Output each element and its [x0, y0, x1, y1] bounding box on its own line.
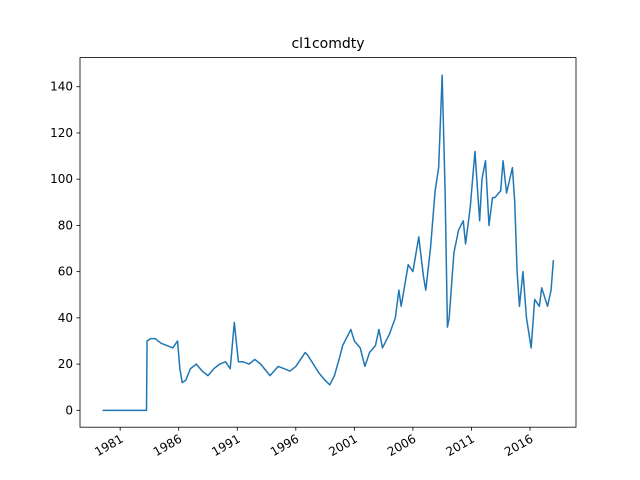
y-tick-label: 40	[58, 311, 73, 325]
x-tick-label: 2001	[326, 432, 359, 459]
x-tick-label: 1991	[209, 432, 242, 459]
x-tick-label: 2011	[443, 432, 476, 459]
series-line	[102, 74, 555, 412]
y-tick-label: 120	[50, 126, 73, 140]
x-tick-label: 1981	[92, 432, 125, 459]
y-tick-label: 0	[65, 403, 73, 417]
y-tick-label: 80	[58, 218, 73, 232]
x-tick-label: 2006	[385, 432, 418, 459]
x-tick-label: 2016	[502, 432, 535, 459]
y-tick-label: 60	[58, 265, 73, 279]
y-tick-label: 100	[50, 172, 73, 186]
plot-frame	[79, 57, 577, 428]
y-tick-label: 20	[58, 357, 73, 371]
x-tick-label: 1986	[151, 432, 184, 459]
chart-title: cl1comdty	[291, 36, 364, 52]
x-tick-label: 1996	[268, 432, 301, 459]
y-tick-label: 140	[50, 80, 73, 94]
